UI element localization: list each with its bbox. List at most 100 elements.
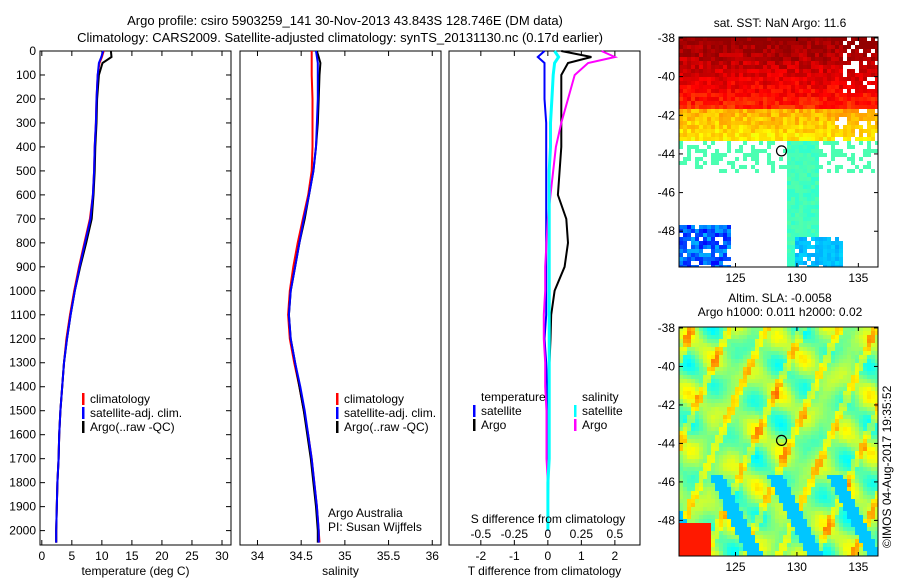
map-cell <box>739 157 743 161</box>
map-cell <box>823 193 827 197</box>
map-cell <box>767 173 771 177</box>
map-cell <box>759 471 763 475</box>
map-cell <box>871 257 875 261</box>
map-cell <box>815 363 819 367</box>
map-cell <box>851 53 855 57</box>
map-cell <box>863 137 867 141</box>
map-cell <box>843 375 847 379</box>
map-cell <box>719 265 723 267</box>
map-cell <box>715 403 719 407</box>
map-cell <box>839 197 843 201</box>
map-cell <box>839 363 843 367</box>
map-cell <box>851 419 855 423</box>
map-cell <box>855 471 859 475</box>
map-cell <box>871 435 875 439</box>
map-cell <box>739 419 743 423</box>
map-cell <box>747 423 751 427</box>
map-cell <box>687 157 691 161</box>
map-cell <box>743 383 747 387</box>
map-cell <box>739 229 743 233</box>
map-cell <box>759 145 763 149</box>
map-cell <box>727 209 731 213</box>
map-cell <box>707 41 711 45</box>
map-cell <box>775 197 779 201</box>
map-cell <box>847 189 851 193</box>
map-cell <box>791 451 795 455</box>
map-cell <box>839 257 843 261</box>
map-cell <box>683 431 687 435</box>
map-cell <box>691 189 695 193</box>
map-cell <box>811 65 815 69</box>
map-cell <box>823 221 827 225</box>
map-cell <box>807 471 811 475</box>
map-cell <box>855 137 859 141</box>
map-cell <box>699 383 703 387</box>
map-cell <box>687 205 691 209</box>
map-cell <box>767 61 771 65</box>
map-cell <box>683 53 687 57</box>
map-cell <box>763 209 767 213</box>
map-cell <box>811 169 815 173</box>
map-cell <box>679 85 683 89</box>
map-cell <box>731 343 735 347</box>
map-cell <box>831 165 835 169</box>
map-cell <box>871 423 875 427</box>
map-cell <box>687 379 691 383</box>
map-cell <box>787 181 791 185</box>
map-cell <box>735 371 739 375</box>
map-cell <box>687 129 691 133</box>
map-cell <box>847 181 851 185</box>
map-cell <box>759 233 763 237</box>
map-cell <box>751 363 755 367</box>
map-cell <box>819 245 823 249</box>
map-cell <box>859 69 863 73</box>
map-cell <box>723 391 727 395</box>
map-cell <box>727 149 731 153</box>
map-cell <box>695 431 699 435</box>
map-cell <box>687 57 691 61</box>
x-tick-label: 34.5 <box>289 549 313 563</box>
map-cell <box>731 89 735 93</box>
map-cell <box>747 113 751 117</box>
map-cell <box>803 403 807 407</box>
map-cell <box>799 221 803 225</box>
map-cell <box>699 253 703 257</box>
map-cell <box>835 415 839 419</box>
map-cell <box>811 237 815 241</box>
map-cell <box>827 431 831 435</box>
map-cell <box>747 379 751 383</box>
map-cell <box>679 77 683 81</box>
map-cell <box>739 371 743 375</box>
map-cell <box>807 419 811 423</box>
map-cell <box>719 109 723 113</box>
map-cell <box>811 439 815 443</box>
map-cell <box>875 105 878 109</box>
map-cell <box>711 201 715 205</box>
y-tick-label: 700 <box>16 212 36 226</box>
map-cell <box>863 427 867 431</box>
map-cell <box>755 217 759 221</box>
map-cell <box>799 403 803 407</box>
map-cell <box>851 213 855 217</box>
map-cell <box>747 335 751 339</box>
map-cell <box>759 265 763 267</box>
map-cell <box>715 157 719 161</box>
map-cell <box>823 81 827 85</box>
map-cell <box>767 423 771 427</box>
map-cell <box>743 391 747 395</box>
map-cell <box>771 201 775 205</box>
map-cell <box>743 157 747 161</box>
map-cell <box>771 339 775 343</box>
map-cell <box>855 105 859 109</box>
map-cell <box>691 407 695 411</box>
map-cell <box>763 109 767 113</box>
map-cell <box>707 153 711 157</box>
map-cell <box>759 173 763 177</box>
map-cell <box>823 49 827 53</box>
map-cell <box>687 137 691 141</box>
map-cell <box>691 475 695 479</box>
argo-float-marker <box>775 145 788 157</box>
map-cell <box>715 475 719 479</box>
y-tick-label: 1800 <box>9 476 36 490</box>
map-cell <box>851 327 855 331</box>
